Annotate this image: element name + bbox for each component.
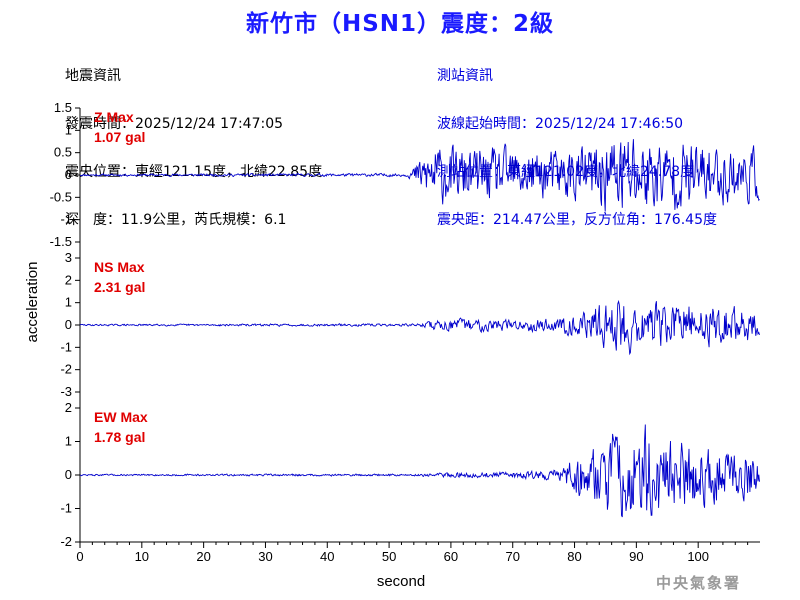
- y-tick-label: -2: [60, 362, 72, 377]
- max-title-ns: NS Max: [94, 259, 145, 275]
- page-title: 新竹市（HSN1）震度：2級: [245, 11, 555, 37]
- station-location: 測站位置：東經121.02度，北緯24.78度: [437, 164, 695, 180]
- x-tick-label: 90: [629, 549, 643, 564]
- x-tick-label: 80: [567, 549, 581, 564]
- station-info: 測站資訊 波線起始時間：2025/12/24 17:46:50 測站位置：東經1…: [437, 36, 717, 244]
- epicentral-distance: 震央距：214.47公里，反方位角：176.45度: [437, 212, 717, 228]
- y-tick-label: 1: [65, 122, 72, 137]
- x-tick-label: 50: [382, 549, 396, 564]
- x-tick-label: 100: [687, 549, 709, 564]
- x-tick-label: 30: [258, 549, 272, 564]
- earthquake-info-heading: 地震資訊: [65, 68, 121, 84]
- y-tick-label: 1: [65, 295, 72, 310]
- x-axis-title: second: [377, 573, 425, 590]
- y-tick-label: -1: [60, 339, 72, 354]
- panel-z: 1.5 1 0.5 0 -0.5 -1 -1.5 Z Max 1.07 gal: [50, 100, 760, 249]
- y-tick-label: 0.5: [54, 145, 72, 160]
- waveform-ew: [79, 424, 760, 518]
- max-value-z: 1.07 gal: [94, 129, 145, 145]
- waveform-ns: [79, 299, 760, 356]
- x-tick-label: 40: [320, 549, 334, 564]
- y-axis-title: acceleration: [24, 262, 41, 343]
- panel-ew: 2 1 0 -1 -2 EW Max 1.78 gal: [60, 400, 760, 549]
- x-tick-label: 10: [135, 549, 149, 564]
- x-tick-label: 20: [196, 549, 210, 564]
- y-tick-label: 1.5: [54, 100, 72, 115]
- panel-ns: 3 2 1 0 -1 -2 -3 NS Max 2.31 gal: [60, 250, 760, 399]
- max-value-ew: 1.78 gal: [94, 429, 145, 445]
- x-tick-label: 0: [76, 549, 83, 564]
- y-tick-label: 2: [65, 400, 72, 415]
- max-title-z: Z Max: [94, 109, 134, 125]
- agency-watermark: 中央氣象署: [656, 574, 742, 592]
- y-tick-label: -3: [60, 384, 72, 399]
- max-value-ns: 2.31 gal: [94, 279, 145, 295]
- x-tick-label: 60: [444, 549, 458, 564]
- waveform-z: [79, 139, 760, 212]
- earthquake-info: 地震資訊 發震時間：2025/12/24 17:47:05 震央位置：東經121…: [65, 36, 322, 244]
- station-info-heading: 測站資訊: [437, 68, 493, 84]
- y-tick-label: -1: [60, 501, 72, 516]
- depth-magnitude: 深 度：11.9公里，芮氏規模：6.1: [65, 212, 287, 228]
- origin-time: 發震時間：2025/12/24 17:47:05: [65, 116, 284, 132]
- y-tick-label: 1: [65, 434, 72, 449]
- y-tick-label: -2: [60, 534, 72, 549]
- y-tick-label: -1.5: [50, 234, 72, 249]
- y-tick-label: 0: [65, 467, 72, 482]
- max-title-ew: EW Max: [94, 409, 148, 425]
- y-tick-label: -0.5: [50, 189, 72, 204]
- y-tick-label: 2: [65, 272, 72, 287]
- y-tick-label: 0: [65, 317, 72, 332]
- x-tick-label: 70: [505, 549, 519, 564]
- y-tick-label: 3: [65, 250, 72, 265]
- wave-start-time: 波線起始時間：2025/12/24 17:46:50: [437, 116, 684, 132]
- y-tick-label: -1: [60, 212, 72, 227]
- y-tick-label: 0: [65, 167, 72, 182]
